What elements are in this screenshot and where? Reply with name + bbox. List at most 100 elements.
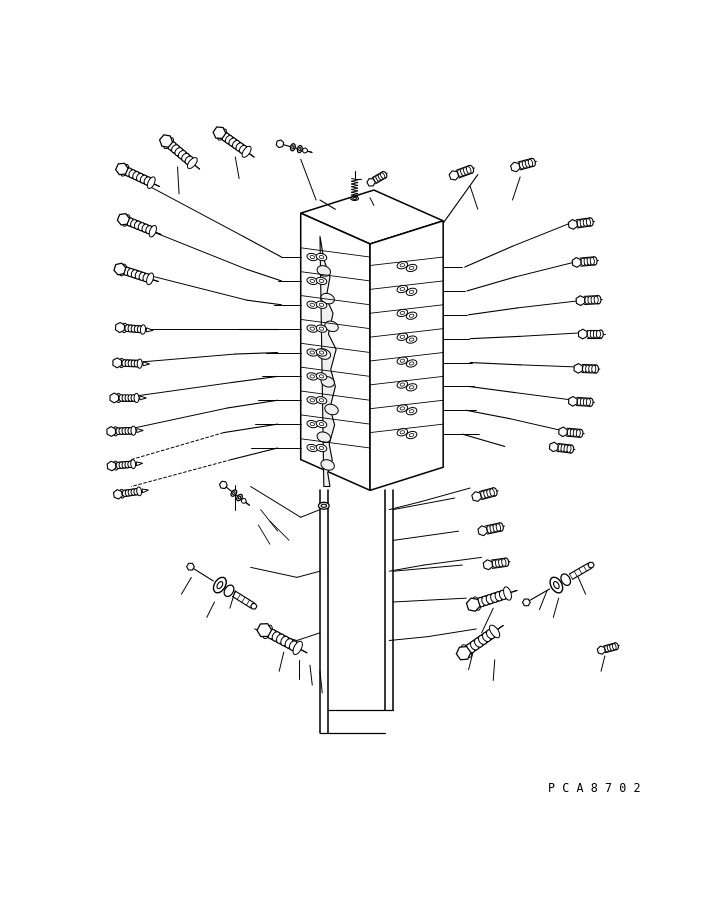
Ellipse shape bbox=[490, 525, 494, 532]
Polygon shape bbox=[467, 598, 480, 612]
Ellipse shape bbox=[138, 326, 143, 333]
Ellipse shape bbox=[293, 642, 302, 654]
Ellipse shape bbox=[487, 490, 491, 497]
Ellipse shape bbox=[381, 173, 385, 178]
Ellipse shape bbox=[582, 365, 587, 372]
Ellipse shape bbox=[130, 219, 137, 228]
Ellipse shape bbox=[573, 430, 577, 437]
Ellipse shape bbox=[397, 333, 408, 340]
Ellipse shape bbox=[397, 357, 408, 364]
Ellipse shape bbox=[317, 266, 331, 276]
Ellipse shape bbox=[116, 428, 121, 434]
Polygon shape bbox=[302, 148, 307, 153]
Ellipse shape bbox=[122, 323, 127, 333]
Ellipse shape bbox=[310, 256, 314, 258]
Ellipse shape bbox=[561, 574, 571, 585]
Ellipse shape bbox=[467, 643, 475, 652]
Ellipse shape bbox=[526, 160, 530, 167]
Ellipse shape bbox=[217, 581, 223, 589]
Ellipse shape bbox=[590, 258, 594, 265]
Ellipse shape bbox=[373, 177, 378, 182]
Polygon shape bbox=[449, 171, 459, 180]
Ellipse shape bbox=[321, 504, 327, 507]
Polygon shape bbox=[588, 562, 594, 568]
Ellipse shape bbox=[124, 268, 130, 275]
Ellipse shape bbox=[310, 351, 314, 354]
Ellipse shape bbox=[397, 429, 408, 436]
Ellipse shape bbox=[464, 167, 468, 175]
Ellipse shape bbox=[409, 290, 414, 293]
Ellipse shape bbox=[231, 490, 237, 496]
Ellipse shape bbox=[131, 395, 136, 401]
Ellipse shape bbox=[475, 638, 483, 647]
Ellipse shape bbox=[119, 462, 124, 469]
Ellipse shape bbox=[496, 524, 501, 531]
Polygon shape bbox=[107, 461, 116, 470]
Ellipse shape bbox=[290, 641, 297, 651]
Ellipse shape bbox=[492, 561, 496, 568]
Ellipse shape bbox=[131, 269, 138, 278]
Polygon shape bbox=[478, 526, 488, 536]
Ellipse shape bbox=[310, 399, 314, 402]
Polygon shape bbox=[116, 163, 128, 175]
Ellipse shape bbox=[316, 349, 327, 356]
Ellipse shape bbox=[131, 426, 136, 435]
Ellipse shape bbox=[587, 330, 591, 338]
Ellipse shape bbox=[409, 314, 414, 318]
Polygon shape bbox=[146, 328, 153, 332]
Ellipse shape bbox=[226, 136, 233, 144]
Ellipse shape bbox=[144, 177, 151, 185]
Ellipse shape bbox=[178, 150, 186, 158]
Ellipse shape bbox=[400, 335, 405, 339]
Ellipse shape bbox=[317, 432, 331, 442]
Ellipse shape bbox=[146, 226, 152, 234]
Ellipse shape bbox=[486, 630, 494, 639]
Ellipse shape bbox=[321, 377, 334, 387]
Ellipse shape bbox=[605, 646, 609, 652]
Ellipse shape bbox=[122, 461, 127, 468]
Ellipse shape bbox=[127, 268, 134, 277]
Ellipse shape bbox=[137, 174, 143, 181]
Ellipse shape bbox=[316, 444, 327, 451]
Ellipse shape bbox=[307, 444, 317, 451]
Ellipse shape bbox=[598, 330, 604, 339]
Ellipse shape bbox=[561, 444, 565, 451]
Ellipse shape bbox=[406, 408, 417, 415]
Ellipse shape bbox=[325, 404, 339, 415]
Ellipse shape bbox=[593, 330, 598, 338]
Ellipse shape bbox=[592, 257, 597, 265]
Ellipse shape bbox=[504, 558, 509, 566]
Ellipse shape bbox=[172, 145, 179, 153]
Ellipse shape bbox=[307, 325, 317, 332]
Ellipse shape bbox=[320, 447, 324, 450]
Ellipse shape bbox=[277, 634, 285, 643]
Polygon shape bbox=[301, 213, 370, 490]
Ellipse shape bbox=[307, 253, 317, 260]
Ellipse shape bbox=[141, 325, 146, 334]
Ellipse shape bbox=[135, 221, 141, 229]
Ellipse shape bbox=[114, 461, 118, 470]
Ellipse shape bbox=[125, 395, 130, 401]
Ellipse shape bbox=[320, 351, 324, 354]
Ellipse shape bbox=[127, 218, 133, 226]
Ellipse shape bbox=[409, 386, 414, 389]
Ellipse shape bbox=[379, 174, 382, 180]
Ellipse shape bbox=[406, 336, 417, 343]
Ellipse shape bbox=[400, 359, 405, 362]
Ellipse shape bbox=[578, 430, 583, 438]
Ellipse shape bbox=[577, 430, 580, 437]
Polygon shape bbox=[301, 190, 443, 244]
Ellipse shape bbox=[409, 338, 414, 341]
Ellipse shape bbox=[496, 560, 499, 567]
Ellipse shape bbox=[320, 327, 324, 330]
Ellipse shape bbox=[586, 399, 590, 406]
Polygon shape bbox=[569, 219, 577, 229]
Polygon shape bbox=[523, 599, 530, 606]
Ellipse shape bbox=[585, 297, 589, 304]
Ellipse shape bbox=[125, 428, 130, 434]
Ellipse shape bbox=[493, 524, 497, 531]
Ellipse shape bbox=[292, 146, 294, 149]
Ellipse shape bbox=[310, 327, 314, 330]
Ellipse shape bbox=[131, 326, 136, 332]
Ellipse shape bbox=[232, 140, 240, 148]
